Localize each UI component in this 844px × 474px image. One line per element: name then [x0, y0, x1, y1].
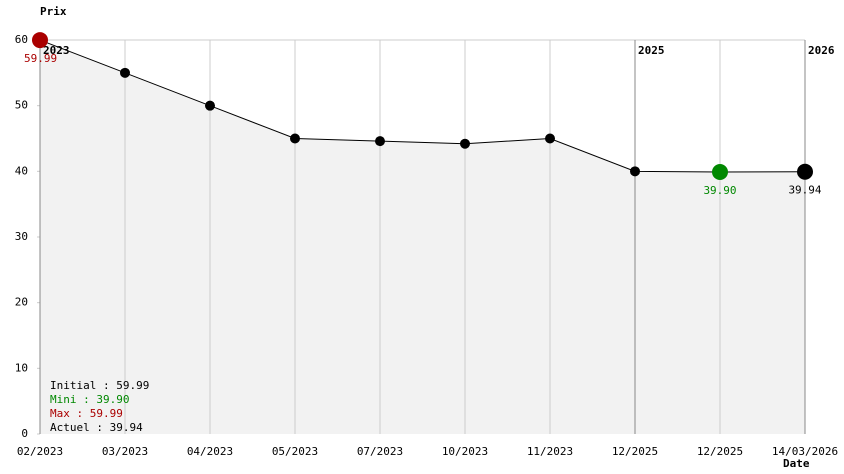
- x-tick-label: 04/2023: [187, 445, 233, 458]
- y-tick-label: 10: [15, 361, 28, 374]
- y-tick-label: 30: [15, 230, 28, 243]
- x-tick-label: 10/2023: [442, 445, 488, 458]
- y-tick-label: 40: [15, 164, 28, 177]
- area: [40, 40, 805, 434]
- point: [630, 166, 640, 177]
- x-tick-label: 07/2023: [357, 445, 403, 458]
- value-label: 39.90: [703, 184, 736, 197]
- year-label: 2025: [638, 44, 665, 57]
- point: [375, 136, 385, 147]
- x-tick-label: 11/2023: [527, 445, 573, 458]
- point: [120, 67, 130, 78]
- x-tick-label: 12/2025: [697, 445, 743, 458]
- y-tick-label: 60: [15, 33, 28, 46]
- year-label: 2023: [43, 44, 70, 57]
- x-tick-label: 03/2023: [102, 445, 148, 458]
- summary-line: Initial : 59.99: [50, 379, 149, 392]
- y-tick-label: 50: [15, 99, 28, 112]
- summary-line: Mini : 39.90: [50, 393, 129, 406]
- x-tick-label: 12/2025: [612, 445, 658, 458]
- value-label: 39.94: [788, 184, 821, 197]
- x-tick-label: 02/2023: [17, 445, 63, 458]
- point: [545, 133, 555, 144]
- point: [712, 163, 728, 180]
- x-tick-label: 05/2023: [272, 445, 318, 458]
- summary-line: Max : 59.99: [50, 407, 123, 420]
- year-label: 2026: [808, 44, 835, 57]
- summary-line: Actuel : 39.94: [50, 421, 143, 434]
- value-label: 59.99: [24, 52, 57, 65]
- y-axis-title: Prix: [40, 5, 67, 18]
- point: [797, 163, 813, 180]
- y-tick-label: 0: [21, 427, 28, 440]
- point: [460, 138, 470, 149]
- point: [32, 32, 48, 49]
- line: [39, 39, 806, 173]
- point: [290, 133, 300, 144]
- x-tick-label: 14/03/2026: [772, 445, 838, 458]
- point: [205, 100, 215, 111]
- y-tick-label: 20: [15, 296, 28, 309]
- x-axis-title: Date: [783, 457, 810, 470]
